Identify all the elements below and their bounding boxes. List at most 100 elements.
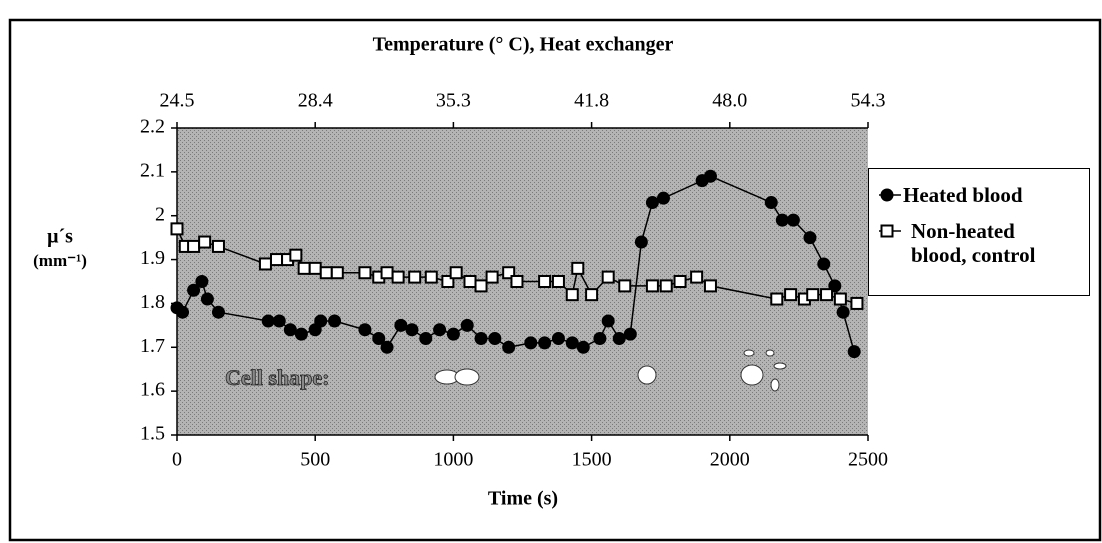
point <box>195 275 208 288</box>
point <box>299 263 310 274</box>
y-tick-label: 1.7 <box>140 335 165 357</box>
top-title: Temperature (° C), Heat exchanger <box>373 34 674 56</box>
point <box>765 196 778 209</box>
point <box>260 258 271 269</box>
point <box>475 332 488 345</box>
point <box>704 170 717 183</box>
point <box>552 332 565 345</box>
point <box>314 314 327 327</box>
point <box>553 276 564 287</box>
x2-tick-label: 54.3 <box>851 90 886 112</box>
point <box>577 341 590 354</box>
x-tick-label: 0 <box>172 449 182 471</box>
point <box>675 276 686 287</box>
legend-marker <box>881 189 894 202</box>
point <box>613 332 626 345</box>
point <box>271 254 282 265</box>
legend-label: Non-heated blood, control <box>911 219 1051 267</box>
point <box>381 341 394 354</box>
point <box>172 223 183 234</box>
x2-tick-label: 24.5 <box>160 90 195 112</box>
point <box>321 267 332 278</box>
point <box>807 289 818 300</box>
point <box>821 289 832 300</box>
point <box>817 257 830 270</box>
legend: Heated blood Non-heated blood, control <box>868 168 1090 296</box>
y-tick-label: 2 <box>155 203 165 225</box>
legend-item: Non-heated blood, control <box>877 219 1051 267</box>
point <box>624 328 637 341</box>
point <box>603 272 614 283</box>
x-tick-label: 1000 <box>433 449 473 471</box>
point <box>619 280 630 291</box>
point <box>393 272 404 283</box>
point <box>213 241 224 252</box>
point <box>787 214 800 227</box>
point <box>188 241 199 252</box>
point <box>358 323 371 336</box>
point <box>837 306 850 319</box>
point <box>657 192 670 205</box>
point <box>310 263 321 274</box>
y-axis-unit: (mm⁻¹) <box>33 251 87 270</box>
point <box>835 294 846 305</box>
x2-tick-label: 48.0 <box>712 90 747 112</box>
point <box>328 314 341 327</box>
y-tick-label: 1.6 <box>140 379 165 401</box>
point <box>593 332 606 345</box>
point <box>382 267 393 278</box>
point <box>691 272 702 283</box>
x-tick-label: 2500 <box>848 449 888 471</box>
point <box>359 267 370 278</box>
point <box>538 336 551 349</box>
y-tick-label: 1.8 <box>140 291 165 313</box>
x-tick-label: 1500 <box>572 449 612 471</box>
point <box>661 280 672 291</box>
point <box>199 237 210 248</box>
point <box>487 272 498 283</box>
point <box>476 280 487 291</box>
point <box>405 323 418 336</box>
x2-tick-label: 41.8 <box>574 90 609 112</box>
point <box>419 332 432 345</box>
point <box>447 328 460 341</box>
point <box>502 341 515 354</box>
point <box>539 276 550 287</box>
point <box>771 294 782 305</box>
point <box>433 323 446 336</box>
point <box>785 289 796 300</box>
point <box>212 306 225 319</box>
x2-tick-label: 35.3 <box>436 90 471 112</box>
point <box>524 336 537 349</box>
point <box>848 345 861 358</box>
y-tick-label: 1.9 <box>140 247 165 269</box>
point <box>586 289 597 300</box>
point <box>566 336 579 349</box>
point <box>290 250 301 261</box>
point <box>201 293 214 306</box>
point <box>426 272 437 283</box>
annotation: Cell shape: <box>225 365 330 390</box>
x-axis-title: Time (s) <box>488 488 558 510</box>
y-axis-title: μ´s <box>47 226 73 248</box>
x2-tick-label: 28.4 <box>298 90 333 112</box>
point <box>295 328 308 341</box>
x-tick-label: 2000 <box>710 449 750 471</box>
point <box>332 267 343 278</box>
point <box>464 276 475 287</box>
point <box>572 263 583 274</box>
point <box>602 314 615 327</box>
x-tick-label: 500 <box>300 449 330 471</box>
point <box>635 236 648 249</box>
point <box>273 314 286 327</box>
legend-item: Heated blood <box>877 183 1083 207</box>
point <box>409 272 420 283</box>
y-tick-label: 2.1 <box>140 159 165 181</box>
legend-marker <box>882 226 893 237</box>
legend-swatch <box>877 185 903 205</box>
point <box>646 196 659 209</box>
point <box>394 319 407 332</box>
y-tick-label: 1.5 <box>140 423 165 445</box>
point <box>705 280 716 291</box>
point <box>851 298 862 309</box>
